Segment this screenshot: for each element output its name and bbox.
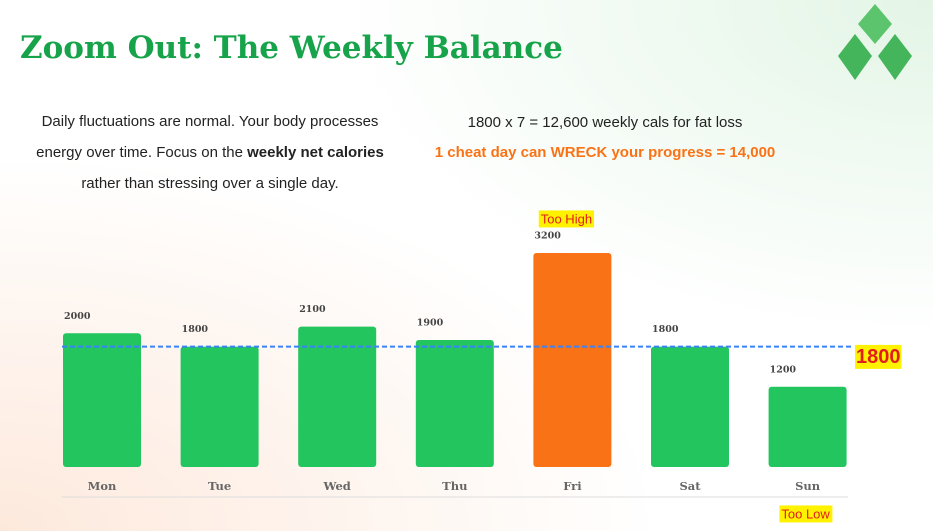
highlight bbox=[855, 344, 902, 369]
bar bbox=[651, 346, 729, 467]
x-tick-label: Sat bbox=[679, 479, 701, 493]
reference-label: 1800 bbox=[856, 346, 901, 368]
bar bbox=[415, 339, 494, 467]
value-label: 1900 bbox=[417, 317, 444, 328]
formula: 1800 x 7 = 12,600 weekly cals for fat lo… bbox=[467, 114, 743, 131]
warning: 1 cheat day can WRECK your progress = 14… bbox=[434, 144, 776, 161]
logo bbox=[838, 4, 912, 80]
highlight bbox=[779, 505, 833, 523]
value-label: 3200 bbox=[534, 231, 561, 242]
x-tick-label: Fri bbox=[563, 479, 582, 493]
bar bbox=[63, 333, 141, 467]
bar bbox=[768, 386, 847, 467]
x-tick-label: Sun bbox=[795, 479, 821, 493]
low-label: Too Low bbox=[781, 506, 830, 521]
bar bbox=[533, 253, 612, 467]
x-tick-label: Tue bbox=[208, 479, 231, 493]
highlight bbox=[538, 210, 595, 228]
intro: Daily fluctuations are normal. Your body… bbox=[20, 106, 400, 199]
intro-emphasis: weekly net calories bbox=[247, 144, 384, 161]
x-tick-label: Thu bbox=[442, 479, 467, 493]
high-label: Too High bbox=[541, 211, 592, 226]
value-label: 1800 bbox=[652, 324, 679, 335]
value-label: 2000 bbox=[64, 311, 91, 322]
value-label: 1800 bbox=[182, 324, 209, 335]
x-tick-label: Wed bbox=[323, 479, 351, 493]
value-label: 1200 bbox=[770, 364, 797, 375]
title: Zoom Out: The Weekly Balance bbox=[20, 30, 563, 66]
value-label: 2100 bbox=[299, 304, 326, 315]
intro-text: Daily fluctuations are normal. Your body… bbox=[36, 113, 379, 161]
x-tick-label: Mon bbox=[88, 479, 117, 493]
bar bbox=[298, 326, 377, 467]
bar bbox=[180, 346, 259, 467]
intro-text: rather than stressing over a single day. bbox=[81, 175, 339, 192]
